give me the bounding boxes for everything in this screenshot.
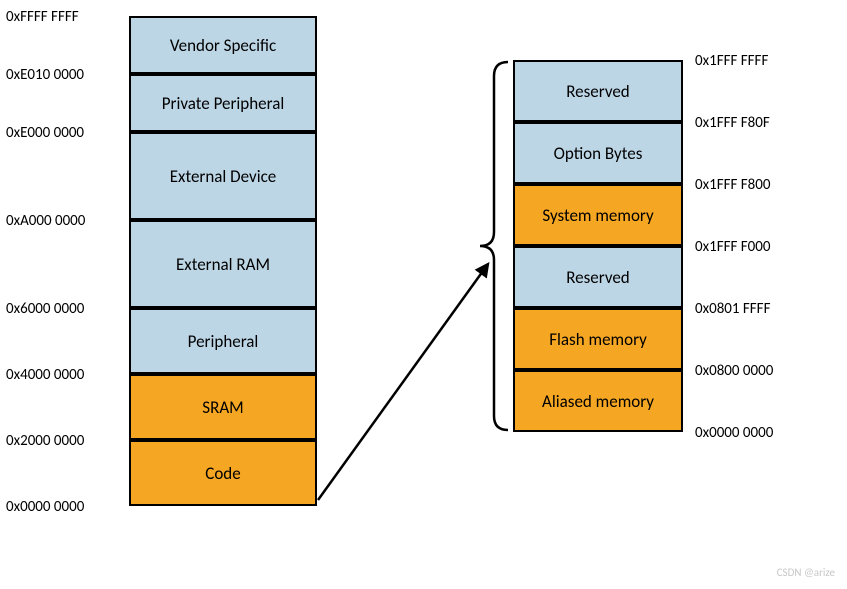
watermark: CSDN @arize	[777, 566, 835, 579]
left-addr-7: 0x0000 0000	[6, 498, 84, 516]
expansion-arrow	[318, 264, 488, 500]
right-region-reserved-mid: Reserved	[513, 246, 683, 308]
left-region-sram: SRAM	[129, 374, 317, 440]
right-region-system-memory: System memory	[513, 184, 683, 246]
left-addr-0: 0xFFFF FFFF	[6, 8, 79, 26]
right-addr-1: 0x1FFF F80F	[695, 114, 770, 132]
right-region-flash-memory: Flash memory	[513, 308, 683, 370]
left-region-external-device: External Device	[129, 132, 317, 220]
right-addr-3: 0x1FFF F000	[695, 238, 770, 256]
right-addr-4: 0x0801 FFFF	[695, 300, 770, 318]
left-addr-3: 0xA000 0000	[6, 212, 85, 230]
right-region-aliased-memory: Aliased memory	[513, 370, 683, 432]
left-region-code: Code	[129, 440, 317, 506]
left-region-private-peripheral: Private Peripheral	[129, 74, 317, 132]
right-addr-5: 0x0800 0000	[695, 362, 773, 380]
left-region-external-ram: External RAM	[129, 220, 317, 308]
expansion-bracket	[480, 62, 508, 430]
left-region-vendor-specific: Vendor Specific	[129, 16, 317, 74]
diagram-container: 0xFFFF FFFF 0xE010 0000 0xE000 0000 0xA0…	[0, 0, 847, 589]
right-addr-2: 0x1FFF F800	[695, 176, 770, 194]
left-region-peripheral: Peripheral	[129, 308, 317, 374]
right-region-option-bytes: Option Bytes	[513, 122, 683, 184]
right-addr-6: 0x0000 0000	[695, 424, 773, 442]
left-addr-6: 0x2000 0000	[6, 432, 84, 450]
right-region-reserved-top: Reserved	[513, 60, 683, 122]
left-addr-1: 0xE010 0000	[6, 66, 84, 84]
left-addr-5: 0x4000 0000	[6, 366, 84, 384]
left-addr-4: 0x6000 0000	[6, 300, 84, 318]
right-addr-0: 0x1FFF FFFF	[695, 52, 768, 70]
connector-svg	[0, 0, 847, 589]
left-addr-2: 0xE000 0000	[6, 124, 84, 142]
